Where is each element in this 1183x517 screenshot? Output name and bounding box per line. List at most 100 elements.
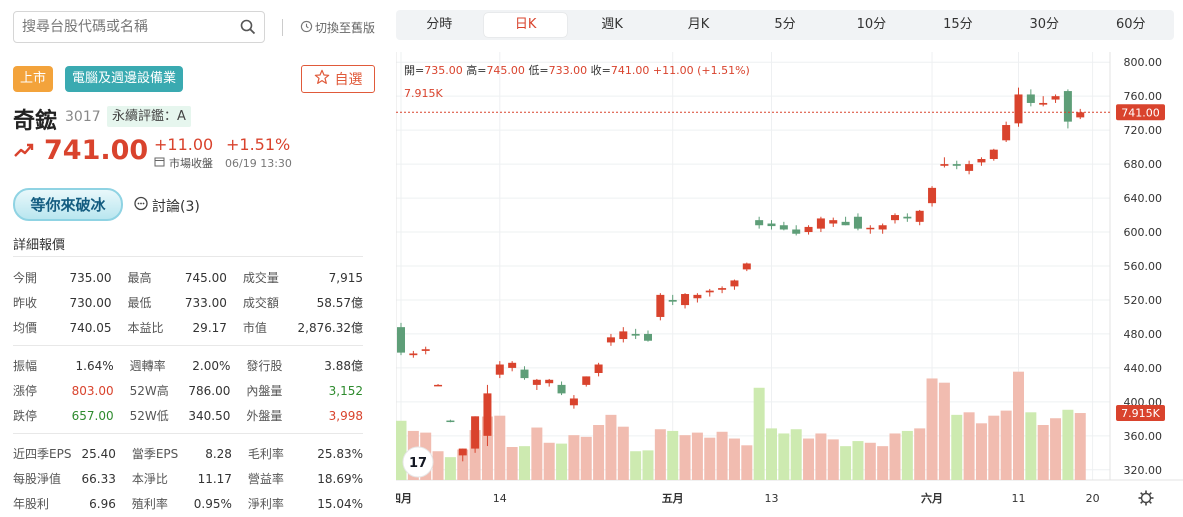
quote-row: 跌停 657.00 52W低 340.50 外盤量 3,998 bbox=[13, 403, 363, 428]
industry-tag[interactable]: 電腦及週邊設備業 bbox=[65, 66, 184, 92]
search-input[interactable] bbox=[14, 12, 234, 42]
quote-value: 2,876.32億 bbox=[297, 321, 363, 335]
candle-body bbox=[1026, 94, 1035, 103]
ohlc-legend-part: 733.00 bbox=[549, 64, 591, 77]
ohlc-legend-part: 735.00 bbox=[424, 64, 466, 77]
y-tick-label: 600.00 bbox=[1124, 226, 1163, 239]
volume-bar bbox=[901, 430, 913, 480]
quote-value: 8.28 bbox=[205, 446, 232, 461]
candle-body bbox=[569, 398, 578, 406]
x-tick-label: 13 bbox=[765, 492, 779, 505]
candle-body bbox=[508, 362, 517, 368]
tab-8[interactable]: 60分 bbox=[1115, 17, 1146, 32]
candle-body bbox=[644, 333, 652, 341]
volume-bar bbox=[778, 433, 790, 480]
candle-body bbox=[446, 420, 455, 423]
quote-value: 730.00 bbox=[69, 295, 112, 310]
candle-body bbox=[792, 229, 801, 234]
candle-body bbox=[705, 290, 714, 293]
esg-rating-badge[interactable]: 永續評鑑：A bbox=[107, 106, 191, 127]
candle-body bbox=[434, 384, 443, 387]
volume-bar bbox=[481, 416, 493, 480]
detail-quote-title: 詳細報價 bbox=[13, 238, 66, 253]
volume-bar bbox=[432, 451, 444, 480]
switch-old-version-link[interactable]: 切換至舊版 bbox=[300, 19, 375, 36]
volume-bar bbox=[1074, 413, 1086, 480]
tab-6[interactable]: 15分 bbox=[943, 17, 973, 32]
volume-bar bbox=[815, 433, 827, 480]
quote-label: 52W低 bbox=[129, 409, 169, 423]
quote-value: 29.17 bbox=[192, 320, 227, 335]
candle-body bbox=[779, 225, 788, 230]
y-tick-label: 560.00 bbox=[1124, 260, 1163, 273]
quote-label: 每股淨值 bbox=[13, 472, 62, 486]
quote-value: 745.00 bbox=[184, 270, 227, 285]
quote-table: 近四季EPS 25.40 當季EPS 8.28 毛利率 25.83% 每股淨值 66.33 本淨… bbox=[13, 441, 363, 516]
last-price: 741.00 bbox=[44, 135, 149, 166]
quote-label: 市值 bbox=[242, 321, 267, 335]
add-favorite-button[interactable]: 自選 bbox=[301, 65, 375, 93]
quote-value: 25.40 bbox=[81, 446, 116, 461]
quote-label: 營益率 bbox=[247, 472, 284, 486]
quote-label: 當季EPS bbox=[131, 447, 179, 461]
search-icon[interactable] bbox=[240, 19, 256, 39]
quote-value: 6.96 bbox=[89, 496, 116, 511]
candle-body bbox=[471, 416, 480, 449]
volume-bar bbox=[1050, 418, 1062, 480]
volume-bar bbox=[877, 446, 889, 480]
ohlc-legend-part: (+1.51%) bbox=[697, 64, 750, 77]
candle-body bbox=[656, 294, 665, 317]
trend-up-icon bbox=[13, 142, 35, 164]
volume-bar bbox=[975, 423, 987, 480]
candle-body bbox=[520, 369, 529, 379]
y-tick-label: 360.00 bbox=[1124, 430, 1163, 443]
candle-body bbox=[458, 448, 467, 456]
gear-icon-tooth bbox=[1148, 492, 1152, 496]
market-status-label: 市場收盤 bbox=[169, 157, 213, 170]
tab-4[interactable]: 5分 bbox=[774, 17, 796, 32]
stock-code: 3017 bbox=[65, 109, 101, 125]
ohlc-legend-part: 開= bbox=[404, 64, 424, 77]
candle-body bbox=[1051, 96, 1060, 100]
discussion-link[interactable]: 討論(3) bbox=[133, 196, 200, 216]
candle-body bbox=[681, 294, 690, 306]
tab-3[interactable]: 月K bbox=[687, 17, 710, 32]
promo-badge[interactable]: 等你來破冰 bbox=[13, 188, 123, 221]
x-tick-label: 20 bbox=[1086, 492, 1100, 505]
y-tick-label: 720.00 bbox=[1124, 124, 1163, 137]
candle-body bbox=[730, 280, 739, 287]
quote-label: 年股利 bbox=[13, 497, 50, 511]
volume-bar bbox=[803, 438, 815, 480]
volume-bar bbox=[667, 430, 679, 480]
quote-value: 11.17 bbox=[197, 471, 232, 486]
ohlc-legend-part: 低= bbox=[528, 64, 548, 77]
quote-row: 漲停 803.00 52W高 786.00 內盤量 3,152 bbox=[13, 378, 363, 403]
last-price-label: 741.00 bbox=[1121, 106, 1160, 119]
quote-label: 最高 bbox=[127, 271, 152, 285]
tab-7[interactable]: 30分 bbox=[1029, 17, 1060, 32]
volume-bar bbox=[704, 437, 716, 480]
gear-icon-tooth bbox=[1148, 500, 1152, 504]
quote-row: 均價 740.05 本益比 29.17 市值 2,876.32億 bbox=[13, 315, 363, 340]
tab-2[interactable]: 週K bbox=[601, 17, 623, 32]
ohlc-legend-part: 收= bbox=[591, 63, 611, 77]
candle-body bbox=[804, 226, 813, 233]
y-tick-label: 680.00 bbox=[1124, 158, 1163, 171]
market-tag[interactable]: 上市 bbox=[13, 66, 54, 92]
tab-1[interactable]: 日K bbox=[484, 13, 567, 37]
tab-0[interactable]: 分時 bbox=[426, 17, 453, 32]
candle-body bbox=[532, 379, 541, 385]
candlestick-chart[interactable]: 800.00 760.00 720.00 680.00 640.00 600.00 560.… bbox=[396, 52, 1183, 517]
quote-row: 今開 735.00 最高 745.00 成交量 7,915 bbox=[13, 265, 363, 290]
volume-bar bbox=[457, 449, 469, 480]
quote-label: 52W高 bbox=[129, 384, 169, 398]
quote-value: 740.05 bbox=[69, 320, 112, 335]
candle-body bbox=[1002, 125, 1011, 141]
candle-body bbox=[1063, 91, 1072, 122]
quote-label: 昨收 bbox=[13, 296, 38, 310]
market-status: 市場收盤 06/19 13:30 bbox=[154, 155, 292, 171]
tab-5[interactable]: 10分 bbox=[856, 17, 887, 32]
y-tick-label: 320.00 bbox=[1124, 464, 1163, 477]
history-icon bbox=[300, 20, 313, 36]
search-box[interactable] bbox=[13, 11, 265, 43]
